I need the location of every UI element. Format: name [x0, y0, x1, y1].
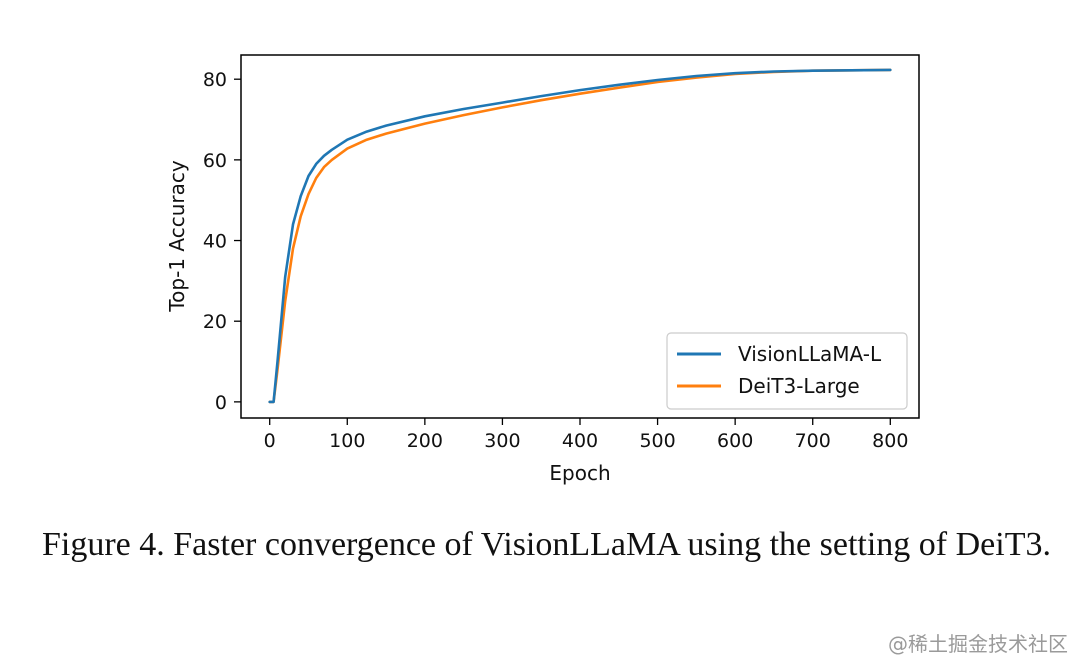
figure-caption: Figure 4. Faster convergence of VisionLL… [42, 526, 1051, 563]
legend-box [666, 332, 908, 410]
x-tick-label: 800 [872, 430, 908, 452]
y-tick-label: 80 [203, 69, 227, 91]
watermark: @稀土掘金技术社区 [888, 632, 1068, 656]
x-tick-label: 600 [717, 430, 753, 452]
x-tick-label: 700 [795, 430, 831, 452]
x-tick-label: 0 [264, 430, 276, 452]
x-axis-label: Epoch [549, 461, 610, 485]
series-line-visionllama-l [268, 68, 892, 404]
y-tick-label: 20 [203, 311, 227, 333]
y-axis-label: Top-1 Accuracy [165, 160, 189, 313]
y-tick-label: 60 [203, 150, 227, 172]
x-tick-label: 100 [329, 430, 365, 452]
x-tick-label: 300 [484, 430, 520, 452]
x-axis: 0 100 200 300 400 500 600 700 800 [264, 418, 908, 452]
series-lines [268, 68, 892, 404]
x-tick-label: 200 [407, 430, 443, 452]
x-tick-label: 500 [639, 430, 675, 452]
y-axis: 0 20 40 60 80 [203, 69, 241, 414]
legend-label-deit3: DeiT3-Large [738, 374, 860, 398]
x-tick-label: 400 [562, 430, 598, 452]
legend: VisionLLaMA-L DeiT3-Large [666, 332, 908, 410]
legend-label-visionllama: VisionLLaMA-L [738, 342, 882, 366]
y-tick-label: 0 [215, 392, 227, 414]
y-tick-label: 40 [203, 231, 227, 253]
line-chart: 0 100 200 300 400 500 600 700 800 0 20 40 60 80 Epoc… [165, 54, 920, 485]
